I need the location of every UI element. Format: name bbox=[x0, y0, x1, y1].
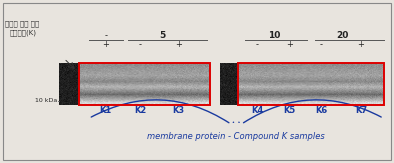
Text: -: - bbox=[256, 40, 259, 49]
Text: K2: K2 bbox=[134, 106, 147, 115]
Text: -: - bbox=[139, 40, 142, 49]
Text: 5: 5 bbox=[159, 31, 165, 40]
Text: K1: K1 bbox=[100, 106, 112, 115]
Bar bbox=[238, 63, 384, 105]
Text: K6: K6 bbox=[315, 106, 327, 115]
Text: 단백질 분해 효소: 단백질 분해 효소 bbox=[6, 21, 40, 27]
Text: K3: K3 bbox=[172, 106, 184, 115]
Text: -: - bbox=[104, 31, 107, 40]
Text: K4: K4 bbox=[251, 106, 264, 115]
Text: +: + bbox=[175, 40, 182, 49]
Bar bbox=[79, 63, 210, 105]
Text: +: + bbox=[286, 40, 293, 49]
Text: +: + bbox=[102, 40, 109, 49]
Text: membrane protein - Compound K samples: membrane protein - Compound K samples bbox=[147, 132, 325, 141]
Text: 10 kDa: 10 kDa bbox=[35, 98, 57, 103]
Text: +: + bbox=[357, 40, 364, 49]
Text: 20: 20 bbox=[336, 31, 348, 40]
Text: K7: K7 bbox=[355, 106, 367, 115]
Text: 유효성분(K): 유효성분(K) bbox=[9, 30, 36, 36]
Text: 10: 10 bbox=[268, 31, 281, 40]
Text: K5: K5 bbox=[283, 106, 296, 115]
Text: -: - bbox=[320, 40, 323, 49]
